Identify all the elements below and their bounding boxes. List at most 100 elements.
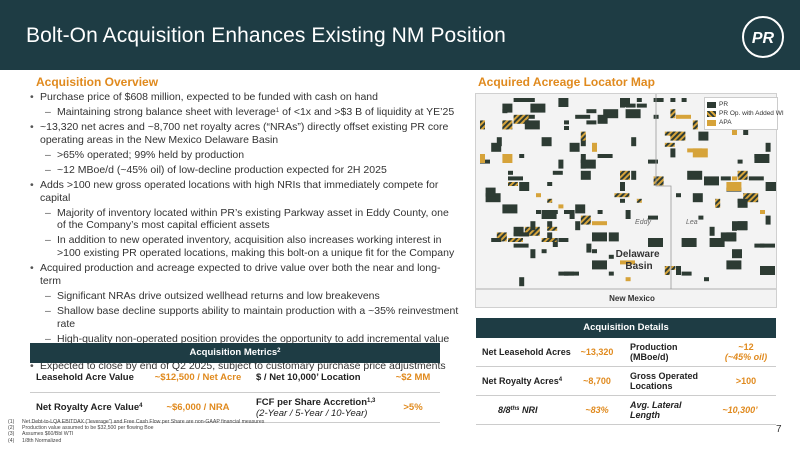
acreage-tract — [625, 109, 641, 119]
acreage-tract — [620, 260, 635, 265]
acreage-tract — [664, 142, 675, 147]
metrics-label: $ / Net 10,000’ Location — [256, 372, 361, 383]
acreage-tract — [760, 243, 775, 248]
acreage-tract — [664, 131, 680, 136]
basin-label: Delaware Basin — [616, 249, 663, 272]
acreage-tract — [491, 238, 502, 242]
acquisition-metrics-table: Acquisition Metrics2 Leasehold Acre Valu… — [30, 343, 440, 423]
acreage-tract — [502, 109, 508, 114]
acreage-tract — [698, 131, 709, 141]
acreage-tract — [670, 148, 676, 158]
bullet: Acquired production and acreage expected… — [30, 262, 460, 287]
acreage-tract — [670, 266, 676, 270]
acreage-tract — [586, 243, 592, 253]
acreage-tract — [653, 176, 664, 186]
acreage-tract — [760, 210, 765, 214]
sub-bullet: Shallow base decline supports ability to… — [30, 305, 460, 330]
details-label: Gross Operated Locations — [630, 371, 699, 391]
acreage-tract — [569, 142, 580, 152]
metrics-value: ~$2 MM — [395, 372, 431, 383]
details-value: ~8,700 — [583, 376, 611, 386]
details-value: ~10,300’ — [722, 405, 758, 415]
acreage-tract — [530, 249, 536, 259]
acreage-tract — [737, 159, 743, 164]
acreage-tract — [709, 238, 725, 247]
acreage-tract — [625, 210, 631, 219]
details-label: Production (MBoe/d) — [630, 342, 678, 362]
acreage-tract — [592, 232, 607, 242]
footnotes: (1) Net Debt-to-LQA EBITDAX (“leverage”) … — [8, 419, 264, 444]
acreage-tract — [676, 193, 681, 198]
header-bar: Bolt-On Acquisition Enhances Existing NM… — [0, 0, 800, 70]
acreage-tract — [558, 98, 569, 107]
metrics-header: Acquisition Metrics2 — [30, 343, 440, 363]
acreage-tract — [648, 159, 658, 164]
acreage-tract — [692, 193, 703, 203]
acreage-tract — [743, 193, 759, 203]
acreage-tract — [580, 137, 586, 147]
details-value: ~12 (~45% oil) — [724, 342, 768, 362]
acreage-tract — [681, 238, 697, 247]
acreage-tract — [552, 210, 558, 214]
acreage-tract — [519, 277, 525, 287]
acreage-tract — [765, 142, 771, 152]
page-title: Bolt-On Acquisition Enhances Existing NM… — [26, 24, 506, 47]
acreage-tract — [636, 98, 642, 102]
acreage-tract — [743, 126, 749, 135]
details-row: Net Leasehold Acres ~13,320 Production (… — [476, 338, 776, 367]
sub-bullet: Majority of inventory located within PR’… — [30, 207, 460, 232]
acreage-tract — [737, 198, 748, 208]
acreage-tract — [698, 215, 704, 220]
acreage-tract — [485, 187, 496, 197]
acreage-tract — [580, 154, 586, 163]
acreage-tract — [732, 221, 747, 231]
acreage-tract — [580, 131, 586, 141]
acreage-tract — [558, 271, 569, 276]
legend-swatch — [707, 101, 716, 108]
acreage-tract — [765, 182, 776, 191]
acreage-tract — [541, 238, 557, 242]
acreage-tract — [592, 221, 607, 226]
acreage-tract — [564, 126, 569, 130]
acreage-tract — [586, 120, 597, 125]
acreage-tract — [664, 266, 670, 275]
acreage-tract — [552, 170, 563, 175]
acreage-tract — [524, 120, 540, 130]
acreage-tract — [648, 238, 663, 247]
acreage-tract — [636, 198, 642, 203]
details-value: ~83% — [585, 405, 609, 415]
acreage-tract — [580, 215, 591, 225]
acreage-tract — [704, 176, 719, 186]
page-number: 7 — [776, 424, 782, 435]
acreage-tract — [508, 170, 513, 175]
acreage-tract — [524, 114, 535, 119]
acreage-tract — [536, 210, 541, 214]
acreage-tract — [726, 182, 742, 191]
acreage-tract — [564, 271, 579, 276]
metrics-value: >5% — [403, 402, 423, 413]
pr-logo-icon: PR — [742, 16, 784, 58]
acreage-tract — [681, 271, 692, 276]
acreage-tract — [760, 266, 775, 275]
acreage-tract — [580, 159, 596, 169]
acreage-tract — [636, 103, 647, 108]
acreage-tract — [547, 182, 553, 186]
legend-swatch — [707, 110, 716, 117]
acreage-tract — [681, 98, 687, 102]
acreage-tract — [569, 210, 575, 219]
acreage-tract — [676, 266, 681, 275]
overview-title: Acquisition Overview — [36, 75, 159, 89]
acreage-tract — [670, 109, 676, 119]
details-row: Net Royalty Acres4 ~8,700 Gross Operated… — [476, 367, 776, 396]
metrics-label: Net Royalty Acre Value4 — [36, 402, 143, 413]
acreage-tract — [508, 182, 518, 186]
acreage-tract — [608, 254, 614, 259]
acreage-tract — [687, 148, 703, 153]
bullet: Adds >100 new gross operated locations w… — [30, 179, 460, 204]
footnote: (3) Assumes $60/Bbl WTI — [8, 431, 74, 438]
acreage-tract — [575, 221, 581, 231]
acreage-tract — [715, 198, 721, 208]
acreage-tract — [653, 98, 664, 102]
acreage-tract — [625, 103, 636, 108]
acreage-tract — [536, 193, 541, 198]
